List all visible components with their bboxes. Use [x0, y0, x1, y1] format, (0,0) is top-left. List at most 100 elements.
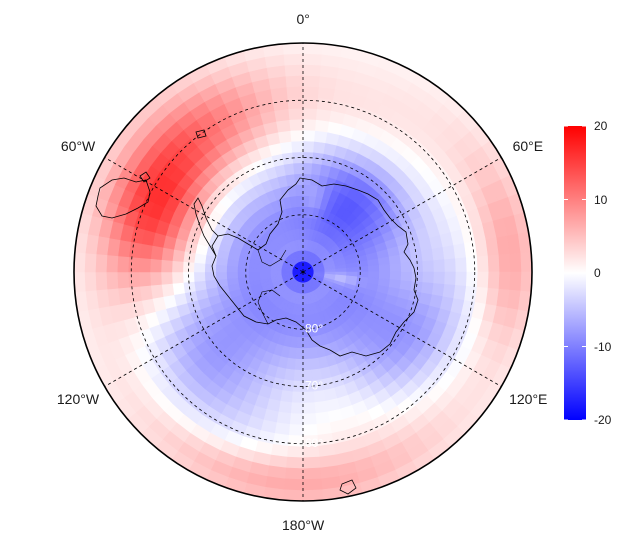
- colorbar-tick-label: -10: [594, 339, 612, 354]
- field-cell: [316, 108, 332, 122]
- field-cell: [284, 64, 304, 77]
- meridian-line: [302, 271, 502, 387]
- field-cell: [105, 254, 119, 273]
- field-cell: [487, 271, 501, 290]
- longitude-label-lon-60w: 60°W: [60, 137, 96, 154]
- field-cell: [84, 271, 97, 292]
- field-cell: [116, 271, 130, 289]
- field-cell: [226, 271, 238, 279]
- field-cell: [215, 264, 228, 273]
- field-cell: [160, 271, 173, 285]
- field-cell: [310, 357, 321, 371]
- field-cell: [389, 263, 402, 273]
- field-cell: [193, 271, 206, 282]
- field-cell: [378, 256, 391, 266]
- field-cell: [378, 271, 391, 280]
- field-cell: [161, 283, 175, 298]
- field-cell: [139, 243, 153, 259]
- latitude-label-lat-60: 60°: [305, 436, 323, 450]
- field-cell: [498, 253, 511, 273]
- field-cell: [285, 74, 304, 88]
- field-cell: [286, 445, 304, 459]
- field-cell: [296, 206, 304, 218]
- field-cell: [288, 424, 304, 437]
- field-cell: [422, 271, 435, 284]
- field-cell: [248, 271, 260, 278]
- field-cell: [302, 184, 311, 197]
- latitude-circle: [245, 214, 361, 330]
- field-cell: [237, 271, 249, 279]
- field-cell: [433, 259, 446, 273]
- field-cell: [285, 456, 304, 470]
- field-cell: [150, 245, 164, 260]
- falklands: [195, 129, 207, 139]
- latitude-labels: 80° 70° 60°: [305, 321, 323, 450]
- field-cell: [274, 422, 290, 436]
- field-cell: [171, 271, 184, 284]
- field-cell: [389, 271, 402, 281]
- field-cell: [150, 284, 164, 299]
- field-cell: [421, 248, 434, 262]
- field-cell: [74, 250, 75, 273]
- field-cell: [302, 478, 323, 491]
- field-cell: [160, 259, 173, 273]
- latitude-label-lat-70: 70°: [305, 379, 323, 393]
- field-cell: [204, 263, 217, 273]
- field-cell: [258, 271, 271, 277]
- field-cell: [149, 271, 162, 286]
- field-cell: [84, 252, 97, 273]
- field-cell: [74, 271, 86, 293]
- latitude-circle: [130, 99, 476, 445]
- colorbar-tick-label: -20: [594, 413, 612, 427]
- field-cell: [302, 413, 317, 426]
- field-cell: [161, 246, 175, 261]
- field-cell: [283, 53, 304, 66]
- field-cell: [279, 141, 293, 154]
- field-cell: [444, 258, 457, 273]
- field-cell: [302, 358, 312, 371]
- graticule: [104, 43, 502, 501]
- field-cell: [346, 266, 358, 273]
- field-cell: [138, 271, 151, 287]
- field-cell: [293, 369, 304, 382]
- field-cell: [453, 285, 467, 301]
- field-cell: [302, 424, 318, 437]
- field-cell: [295, 184, 304, 197]
- field-cell: [442, 245, 456, 260]
- field-cell: [283, 162, 295, 176]
- field-cell: [281, 43, 304, 44]
- field-cell: [302, 74, 321, 88]
- field-cell: [431, 283, 445, 298]
- field-cell: [455, 257, 468, 273]
- field-cell: [509, 271, 522, 292]
- field-cell: [291, 391, 304, 404]
- field-cell: [509, 252, 522, 273]
- field-cell: [357, 265, 369, 273]
- latitude-circle: [188, 157, 418, 387]
- field-cell: [476, 255, 490, 273]
- field-cell: [116, 255, 130, 273]
- field-cell: [302, 500, 325, 501]
- field-cell: [531, 271, 532, 294]
- meridian-line: [104, 271, 304, 387]
- field-cell: [466, 271, 479, 288]
- field-cell: [127, 271, 140, 288]
- field-cell: [302, 456, 321, 470]
- field-cell: [138, 257, 151, 273]
- field-cell: [281, 500, 304, 501]
- colorbar-ticks: [564, 125, 586, 421]
- field-cell: [433, 271, 446, 285]
- field-cell: [442, 284, 456, 299]
- map-boundary: [73, 42, 533, 502]
- south-america-coastline: [95, 177, 151, 219]
- field-cell: [193, 280, 207, 292]
- field-cell: [302, 391, 315, 404]
- field-cell: [193, 262, 206, 273]
- colorbar-tick-label: 0: [594, 266, 601, 280]
- field-cell: [290, 129, 304, 142]
- field-cell: [314, 400, 329, 414]
- weddell-ice-shelf-edge: [257, 249, 287, 267]
- field-cell: [289, 413, 304, 426]
- field-cell: [466, 256, 479, 273]
- field-cell: [149, 258, 162, 273]
